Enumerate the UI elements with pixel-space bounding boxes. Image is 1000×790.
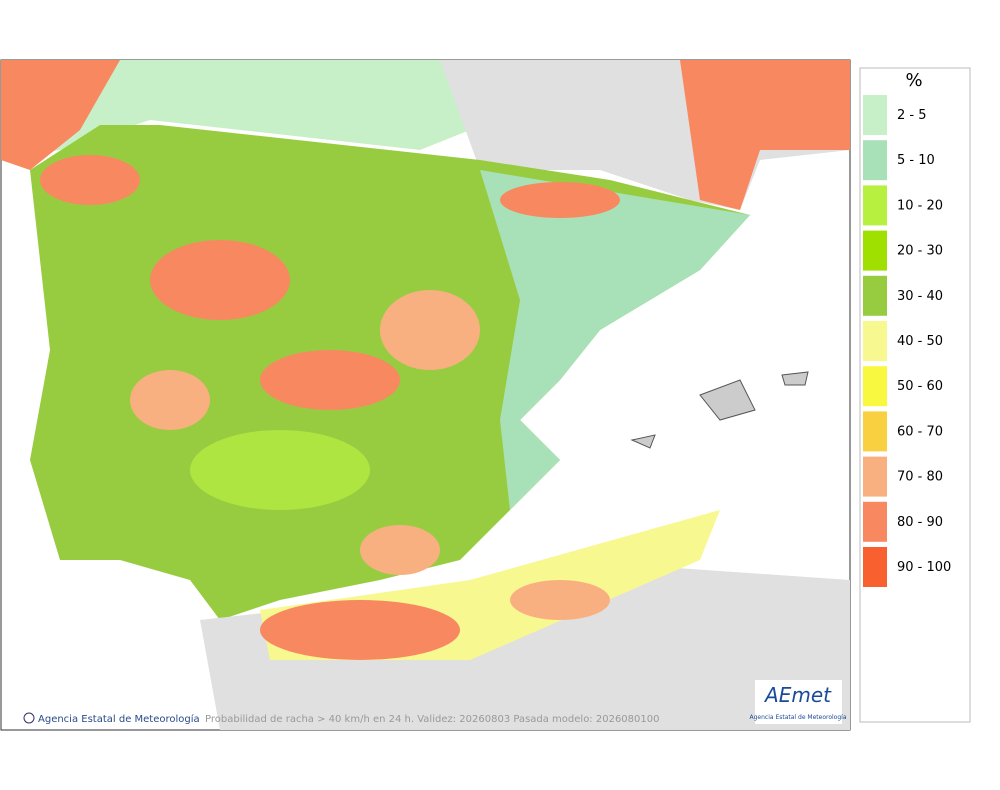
legend-label: 90 - 100 [897, 560, 951, 575]
legend-label: 40 - 50 [897, 334, 943, 349]
legend: % 2 - 5 5 - 10 10 - 20 20 - 30 30 - 40 40 - 5… [859, 67, 971, 723]
island [699, 379, 756, 421]
high-zone [40, 155, 140, 205]
legend-swatch [863, 185, 887, 226]
map: Agencia Estatal de Meteorología Probabil… [0, 59, 851, 731]
sea-north [1, 60, 470, 160]
island [630, 434, 656, 449]
high-zone [260, 600, 460, 660]
france-high [680, 60, 850, 210]
logo-subtitle: Agencia Estatal de Meteorología [750, 714, 847, 721]
island [781, 371, 809, 386]
legend-swatch [863, 95, 887, 135]
legend-label: 80 - 90 [897, 515, 943, 530]
east [480, 170, 750, 510]
legend-swatch [863, 501, 887, 542]
legend-label: 20 - 30 [897, 244, 943, 259]
legend-swatch [863, 140, 887, 181]
legend-swatch [863, 366, 887, 407]
high-zone [130, 370, 210, 430]
legend-swatch [863, 411, 887, 452]
legend-label: 2 - 5 [897, 108, 927, 123]
legend-swatch [863, 321, 887, 361]
high-zone [150, 240, 290, 320]
copyright-icon [23, 712, 35, 724]
caption: Probabilidad de racha > 40 km/h en 24 h.… [205, 714, 659, 725]
legend-swatch [863, 230, 887, 271]
logo-name: AEmet [763, 683, 832, 707]
legend-swatch [863, 456, 887, 497]
credit: Agencia Estatal de Meteorología [38, 713, 200, 725]
legend-label: 30 - 40 [897, 289, 943, 304]
high-zone [260, 350, 400, 410]
mid-zone [190, 430, 370, 510]
high-zone [510, 580, 610, 620]
high-zone [500, 182, 620, 218]
legend-label: 60 - 70 [897, 424, 943, 439]
legend-label: 50 - 60 [897, 379, 943, 394]
high-zone [360, 525, 440, 575]
legend-label: 10 - 20 [897, 198, 943, 213]
legend-swatch [863, 547, 887, 587]
logo-box [755, 680, 842, 724]
legend-label: 5 - 10 [897, 153, 935, 168]
legend-unit: % [905, 70, 922, 91]
high-zone [380, 290, 480, 370]
atlantic-high [1, 60, 120, 170]
legend-swatch [863, 275, 887, 316]
legend-label: 70 - 80 [897, 470, 943, 485]
